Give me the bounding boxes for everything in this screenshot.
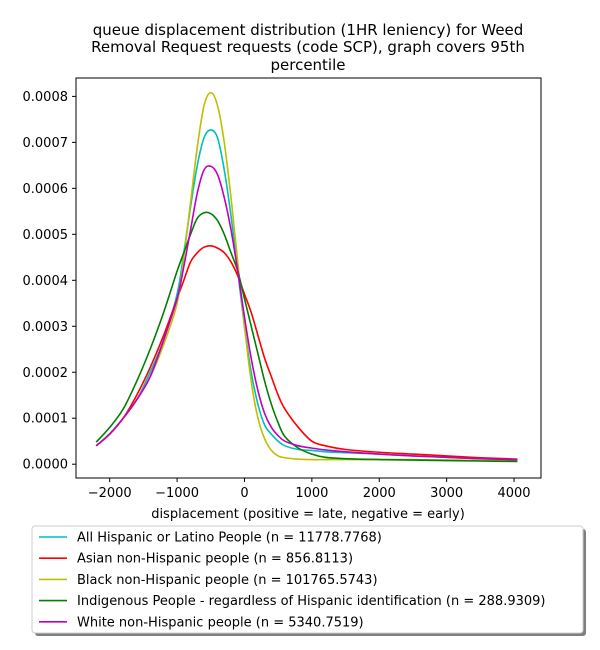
x-tick-label: 4000	[497, 486, 530, 501]
legend-frame	[31, 525, 584, 634]
legend-label: All Hispanic or Latino People (n = 11778…	[77, 531, 382, 546]
y-tick-label: 0.0000	[23, 458, 69, 473]
y-tick-label: 0.0006	[23, 182, 69, 197]
y-tick-label: 0.0001	[23, 412, 69, 427]
legend-label: Asian non-Hispanic people (n = 856.8113)	[77, 552, 353, 567]
legend-label: Indigenous People - regardless of Hispan…	[77, 594, 546, 609]
series-line-3	[95, 91, 518, 462]
chart-title-line-2: Removal Request requests (code SCP), gra…	[91, 38, 525, 56]
y-tick-label: 0.0008	[23, 90, 69, 105]
y-tick-label: 0.0003	[23, 320, 69, 335]
x-tick-label: −2000	[88, 486, 132, 501]
series-line-5	[95, 165, 518, 461]
legend-entries: All Hispanic or Latino People (n = 11778…	[39, 531, 546, 630]
y-axis-ticks: 0.0000 0.0001 0.0002 0.0003 0.0004 0.0005 0.00…	[23, 90, 76, 473]
series-line-1	[95, 129, 518, 461]
chart-title-line-1: queue displacement distribution (1HR len…	[93, 21, 524, 39]
chart-title: queue displacement distribution (1HR len…	[91, 21, 525, 74]
y-tick-label: 0.0004	[23, 274, 69, 289]
legend-label: Black non-Hispanic people (n = 101765.57…	[77, 573, 378, 588]
legend: All Hispanic or Latino People (n = 11778…	[31, 525, 586, 636]
x-tick-label: −1000	[155, 486, 199, 501]
plot-area-frame	[75, 77, 542, 479]
legend-label: White non-Hispanic people (n = 5340.7519…	[77, 615, 364, 630]
x-axis-label: displacement (positive = late, negative …	[151, 507, 465, 522]
x-tick-label: 2000	[363, 486, 396, 501]
chart-title-line-3: percentile	[270, 56, 345, 74]
x-tick-label: 1000	[295, 486, 328, 501]
y-tick-label: 0.0002	[23, 366, 69, 381]
x-axis-ticks: −2000 −1000 0 1000 2000 3000 4000	[88, 478, 531, 501]
x-tick-label: 0	[240, 486, 248, 501]
x-tick-label: 3000	[430, 486, 463, 501]
y-tick-label: 0.0005	[23, 228, 69, 243]
series-line-4	[95, 211, 518, 463]
y-tick-label: 0.0007	[23, 136, 69, 151]
series-lines	[95, 91, 518, 463]
